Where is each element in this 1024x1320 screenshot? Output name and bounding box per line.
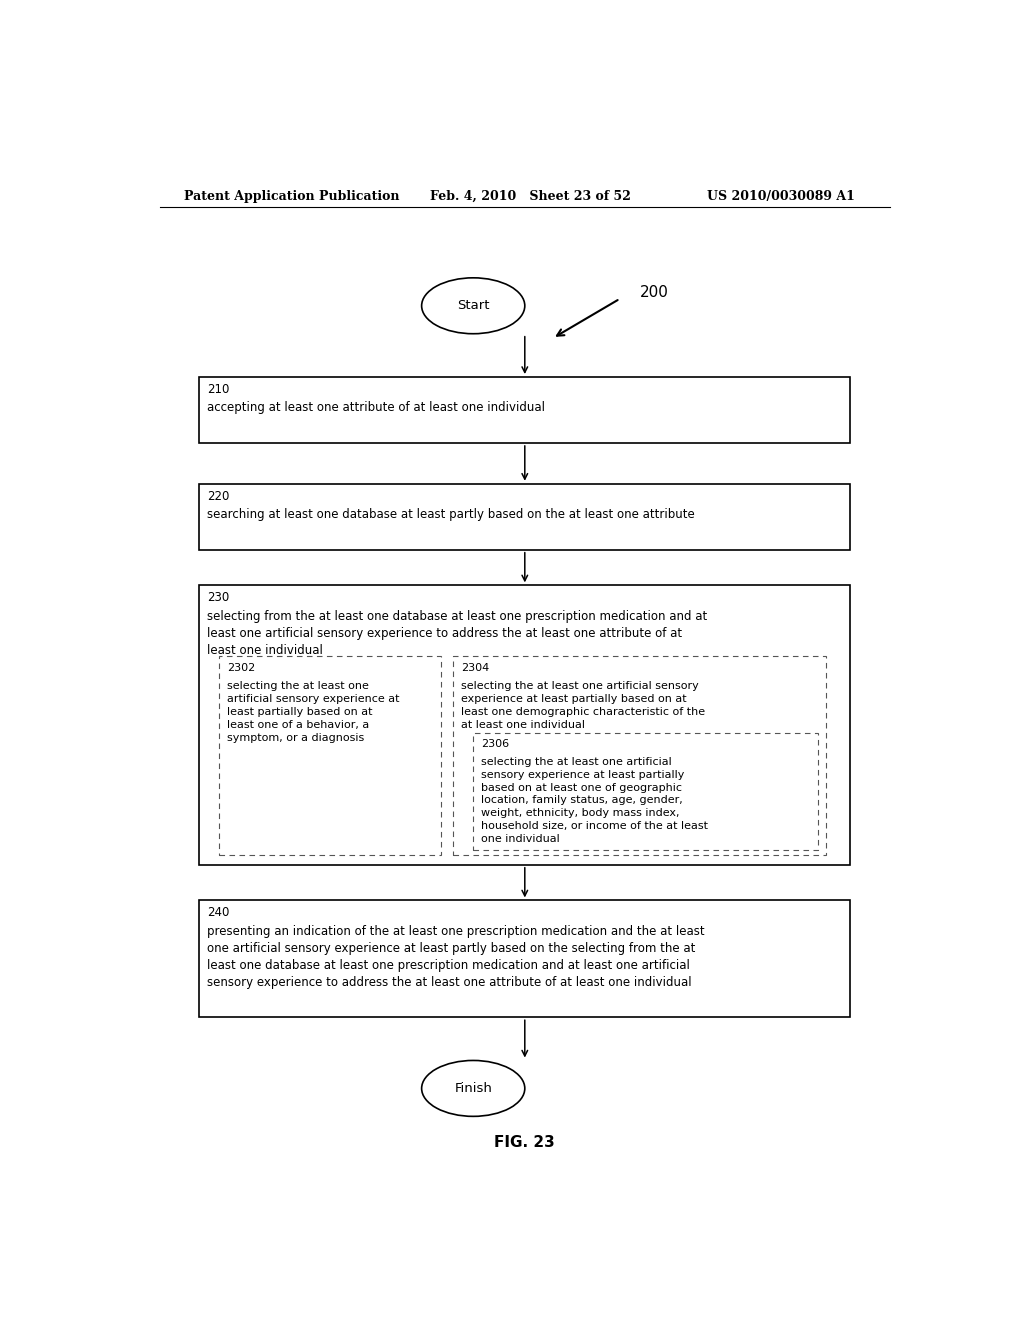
Text: selecting the at least one
artificial sensory experience at
least partially base: selecting the at least one artificial se… [227,681,399,743]
Text: searching at least one database at least partly based on the at least one attrib: searching at least one database at least… [207,508,695,521]
Ellipse shape [422,277,524,334]
Bar [454,656,826,854]
Text: Feb. 4, 2010   Sheet 23 of 52: Feb. 4, 2010 Sheet 23 of 52 [430,190,631,202]
Text: 2306: 2306 [481,739,509,748]
Text: 2302: 2302 [227,663,255,672]
Ellipse shape [422,1060,524,1117]
Text: selecting from the at least one database at least one prescription medication an: selecting from the at least one database… [207,610,708,656]
Bar [219,656,441,854]
Bar [473,733,818,850]
Text: 2304: 2304 [461,663,489,672]
Text: 200: 200 [640,285,669,300]
Text: Patent Application Publication: Patent Application Publication [183,190,399,202]
Text: 230: 230 [207,591,229,605]
Text: selecting the at least one artificial sensory
experience at least partially base: selecting the at least one artificial se… [461,681,706,730]
Text: FIG. 23: FIG. 23 [495,1135,555,1150]
Text: 220: 220 [207,490,229,503]
Bar [200,900,850,1018]
Text: accepting at least one attribute of at least one individual: accepting at least one attribute of at l… [207,401,546,414]
Text: Finish: Finish [455,1082,493,1094]
Text: 240: 240 [207,907,229,920]
Text: presenting an indication of the at least one prescription medication and the at : presenting an indication of the at least… [207,925,705,989]
Text: US 2010/0030089 A1: US 2010/0030089 A1 [708,190,855,202]
Bar [200,378,850,444]
Text: 210: 210 [207,383,229,396]
Text: selecting the at least one artificial
sensory experience at least partially
base: selecting the at least one artificial se… [481,758,709,843]
Text: Start: Start [457,300,489,313]
Bar [200,483,850,549]
Bar [200,585,850,865]
